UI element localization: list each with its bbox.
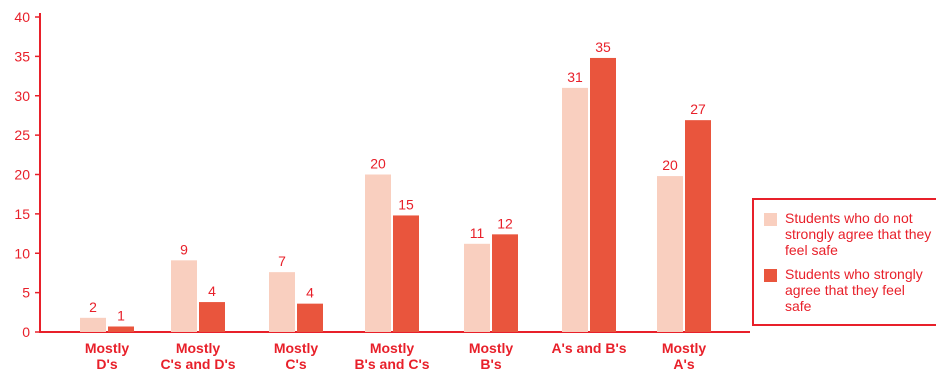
bar-strongly-agree xyxy=(492,234,518,332)
x-category-label: B's and C's xyxy=(354,356,429,372)
bar-strongly-agree xyxy=(685,120,711,332)
bar-not-strongly-agree xyxy=(657,176,683,332)
bar-strongly-agree xyxy=(108,326,134,332)
bar-strongly-agree xyxy=(393,215,419,332)
legend-label-not-strongly-agree: Students who do not strongly agree that … xyxy=(785,210,932,258)
legend-item-strongly-agree: Students who strongly agree that they fe… xyxy=(764,266,935,314)
x-category-label: Mostly xyxy=(85,340,130,356)
data-label: 20 xyxy=(662,157,678,173)
y-tick-label: 5 xyxy=(22,285,30,301)
y-tick-label: 40 xyxy=(14,9,30,25)
y-tick-label: 10 xyxy=(14,245,30,261)
data-label: 15 xyxy=(398,196,414,212)
bar-strongly-agree xyxy=(590,57,616,332)
x-category-label: A's and B's xyxy=(551,340,626,356)
bar-strongly-agree xyxy=(297,303,323,332)
bar-not-strongly-agree xyxy=(269,272,295,332)
x-category-label: Mostly xyxy=(662,340,707,356)
y-tick-label: 35 xyxy=(14,48,30,64)
bar-not-strongly-agree xyxy=(365,174,391,332)
bar-not-strongly-agree xyxy=(562,87,588,332)
data-label: 1 xyxy=(117,307,125,323)
data-label: 2 xyxy=(89,299,97,315)
x-category-label: A's xyxy=(673,356,694,372)
data-label: 11 xyxy=(470,225,485,241)
data-label: 27 xyxy=(690,101,706,117)
x-category-label: C's xyxy=(285,356,306,372)
data-label: 4 xyxy=(208,283,216,299)
legend-swatch-strongly-agree xyxy=(764,269,777,282)
y-tick-label: 25 xyxy=(14,127,30,143)
chart-legend: Students who do not strongly agree that … xyxy=(752,198,936,326)
bar-strongly-agree xyxy=(199,302,225,332)
x-category-label: D's xyxy=(96,356,117,372)
x-category-label: Mostly xyxy=(469,340,514,356)
legend-label-strongly-agree: Students who strongly agree that they fe… xyxy=(785,266,923,314)
bar-not-strongly-agree xyxy=(464,243,490,332)
data-label: 31 xyxy=(567,69,583,85)
x-category-label: B's xyxy=(480,356,501,372)
x-category-label: Mostly xyxy=(370,340,415,356)
data-label: 12 xyxy=(497,215,513,231)
y-tick-label: 15 xyxy=(14,206,30,222)
y-tick-label: 30 xyxy=(14,88,30,104)
data-label: 9 xyxy=(180,241,188,257)
data-label: 20 xyxy=(370,156,386,172)
x-category-label: Mostly xyxy=(274,340,319,356)
data-label: 35 xyxy=(595,39,611,55)
legend-swatch-not-strongly-agree xyxy=(764,213,777,226)
legend-item-not-strongly-agree: Students who do not strongly agree that … xyxy=(764,210,935,258)
bar-not-strongly-agree xyxy=(171,260,197,332)
y-tick-label: 0 xyxy=(22,324,30,340)
x-category-label: Mostly xyxy=(176,340,221,356)
data-label: 7 xyxy=(278,253,286,269)
bar-not-strongly-agree xyxy=(80,317,106,332)
data-label: 4 xyxy=(306,285,314,301)
x-category-label: C's and D's xyxy=(160,356,235,372)
y-tick-label: 20 xyxy=(14,167,30,183)
